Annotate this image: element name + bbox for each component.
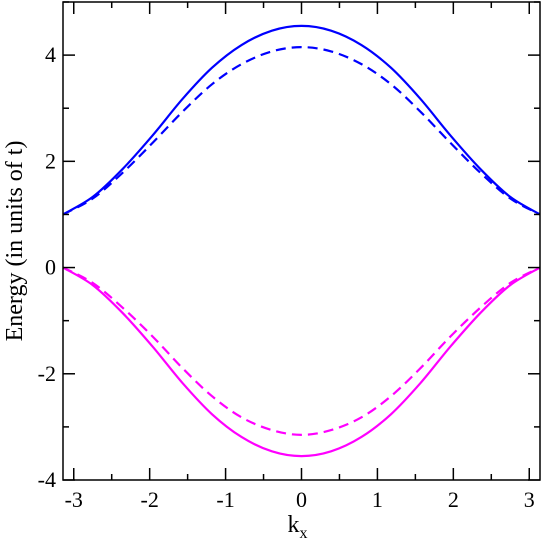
tick-labels-layer: -3 -2 -1 0 1 2 3 -4 -2 0 2 4 xyxy=(38,42,535,512)
y-tick-label: 4 xyxy=(45,42,56,67)
plot-frame xyxy=(62,1,541,481)
x-axis-title-subscript: x xyxy=(300,525,308,542)
series-line-1 xyxy=(62,46,541,216)
x-axis-title: kx xyxy=(288,512,308,542)
x-tick-label: 1 xyxy=(372,487,383,512)
x-tick-label: 0 xyxy=(296,487,307,512)
x-tick-label: 3 xyxy=(524,487,535,512)
x-axis-title-main: k xyxy=(288,512,300,538)
y-tick-label: 2 xyxy=(45,148,56,173)
y-axis-title: Energy (in units of t) xyxy=(2,141,28,342)
x-tick-label: -2 xyxy=(141,487,159,512)
x-tick-label: 2 xyxy=(448,487,459,512)
y-tick-label: -4 xyxy=(38,467,56,492)
series-layer xyxy=(62,24,541,458)
series-line-2 xyxy=(62,266,541,458)
series-line-0 xyxy=(62,24,541,216)
y-tick-label: 0 xyxy=(45,255,56,280)
series-line-3 xyxy=(62,266,541,436)
x-tick-label: -1 xyxy=(216,487,234,512)
y-tick-label: -2 xyxy=(38,361,56,386)
x-tick-label: -3 xyxy=(65,487,83,512)
ticks-layer xyxy=(63,1,540,481)
